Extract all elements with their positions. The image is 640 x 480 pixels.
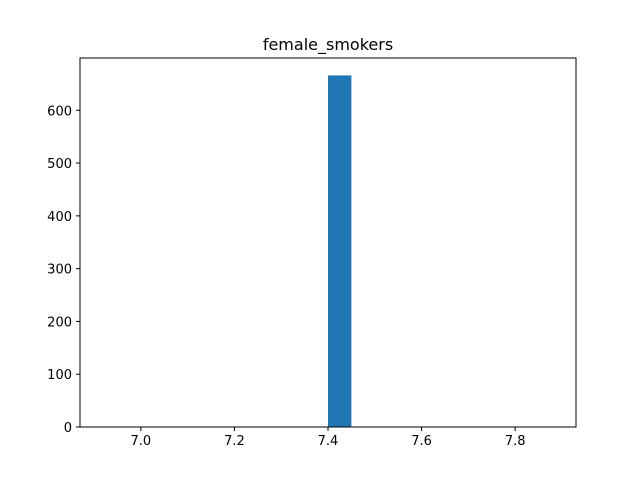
x-axis: 7.0 7.2 7.4 7.6 7.8 <box>130 427 526 449</box>
y-tick-label-5: 500 <box>47 157 72 172</box>
histogram-bar-0 <box>328 75 352 428</box>
x-tick-label-4: 7.8 <box>505 434 526 449</box>
x-tick-label-3: 7.6 <box>411 434 432 449</box>
y-tick-label-2: 200 <box>47 315 72 330</box>
x-tick-label-2: 7.4 <box>318 434 339 449</box>
x-tick-label-1: 7.2 <box>224 434 245 449</box>
y-tick-label-1: 100 <box>47 368 72 383</box>
y-tick-label-4: 400 <box>47 210 72 225</box>
x-tick-label-0: 7.0 <box>130 434 151 449</box>
chart-title: female_smokers <box>263 35 393 55</box>
y-axis: 0 100 200 300 400 500 600 <box>47 104 80 436</box>
y-tick-label-6: 600 <box>47 104 72 119</box>
y-tick-label-0: 0 <box>64 421 72 436</box>
y-tick-label-3: 300 <box>47 263 72 278</box>
plot-frame <box>79 57 577 428</box>
bars-group <box>328 75 352 428</box>
